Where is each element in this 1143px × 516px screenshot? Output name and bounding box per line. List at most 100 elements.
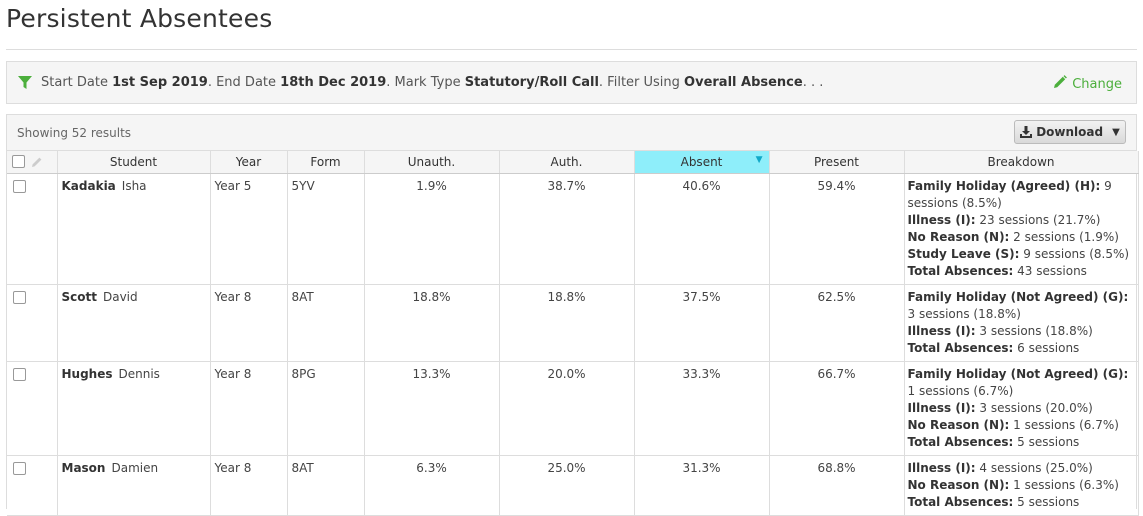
student-forename: Damien xyxy=(111,460,159,475)
form-cell: 8AT xyxy=(287,284,365,362)
unauth-cell: 6.3% xyxy=(364,455,500,516)
unauth-cell: 18.8% xyxy=(364,284,500,362)
breakdown-line: No Reason (N): 1 sessions (6.3%) xyxy=(908,477,1134,494)
unauth-cell: 13.3% xyxy=(364,361,500,456)
select-column-header xyxy=(7,151,58,174)
column-header-present[interactable]: Present xyxy=(769,151,905,174)
absent-cell: 33.3% xyxy=(634,361,770,456)
filter-description: Start Date 1st Sep 2019. End Date 18th D… xyxy=(41,75,823,90)
student-cell[interactable]: Mason Damien xyxy=(57,455,211,516)
select-all-checkbox[interactable] xyxy=(12,155,25,169)
page-title: Persistent Absentees xyxy=(6,4,273,33)
change-label: Change xyxy=(1072,76,1122,92)
breakdown-line: Illness (I): 23 sessions (21.7%) xyxy=(908,212,1134,229)
breakdown-label: Illness (I): xyxy=(907,460,976,475)
row-checkbox[interactable] xyxy=(13,367,26,381)
row-checkbox[interactable] xyxy=(13,179,26,193)
change-filter-link[interactable]: Change xyxy=(1053,75,1122,93)
end-date-value: 18th Dec 2019 xyxy=(280,75,387,90)
start-date-value: 1st Sep 2019 xyxy=(112,75,208,90)
breakdown-value: 9 sessions (8.5%) xyxy=(1019,246,1130,261)
breakdown-label: Family Holiday (Not Agreed) (G): xyxy=(907,366,1129,381)
breakdown-label: Illness (I): xyxy=(907,212,976,227)
table-row[interactable]: Kadakia Isha Year 5 5YV 1.9% 38.7% 40.6% 59.4% F… xyxy=(7,173,1139,285)
present-cell: 59.4% xyxy=(769,173,905,285)
breakdown-value: 6 sessions xyxy=(1013,340,1080,355)
column-header-absent[interactable]: Absent ▼ xyxy=(634,151,770,174)
breakdown-label: Total Absences: xyxy=(907,494,1014,509)
breakdown-label: Illness (I): xyxy=(907,400,976,415)
chevron-down-icon: ▼ xyxy=(1112,126,1120,138)
breakdown-value: 43 sessions xyxy=(1013,263,1087,278)
table-row[interactable]: Mason Damien Year 8 8AT 6.3% 25.0% 31.3% 68.8% I… xyxy=(7,455,1139,516)
breakdown-line: Illness (I): 4 sessions (25.0%) xyxy=(908,460,1134,477)
title-divider xyxy=(6,49,1137,50)
form-cell: 8PG xyxy=(287,361,365,456)
row-select-cell xyxy=(7,361,58,456)
column-header-student[interactable]: Student xyxy=(57,151,211,174)
student-forename: Dennis xyxy=(118,366,160,381)
auth-cell: 18.8% xyxy=(499,284,635,362)
results-count: Showing 52 results xyxy=(17,126,132,140)
filter-using-value: Overall Absence xyxy=(684,75,803,90)
breakdown-label: No Reason (N): xyxy=(907,477,1010,492)
column-header-year[interactable]: Year xyxy=(210,151,288,174)
student-surname: Kadakia xyxy=(61,178,116,193)
column-header-breakdown[interactable]: Breakdown xyxy=(904,151,1139,174)
breakdown-label: No Reason (N): xyxy=(907,417,1010,432)
year-cell: Year 8 xyxy=(210,455,288,516)
results-header: Showing 52 results Download ▼ xyxy=(7,115,1136,151)
breakdown-cell: Illness (I): 4 sessions (25.0%) No Reason… xyxy=(904,455,1139,516)
breakdown-value: 2 sessions (1.9%) xyxy=(1009,229,1119,244)
absent-cell: 37.5% xyxy=(634,284,770,362)
student-cell[interactable]: Hughes Dennis xyxy=(57,361,211,456)
column-header-form[interactable]: Form xyxy=(287,151,365,174)
download-button[interactable]: Download ▼ xyxy=(1014,120,1126,144)
filter-summary-bar: Start Date 1st Sep 2019. End Date 18th D… xyxy=(6,61,1137,104)
column-header-unauth[interactable]: Unauth. xyxy=(364,151,500,174)
breakdown-label: Total Absences: xyxy=(907,434,1014,449)
row-select-cell xyxy=(7,284,58,362)
breakdown-line: Family Holiday (Not Agreed) (G): 1 sessi… xyxy=(908,366,1134,400)
present-cell: 68.8% xyxy=(769,455,905,516)
edit-icon[interactable] xyxy=(31,156,43,168)
column-header-auth[interactable]: Auth. xyxy=(499,151,635,174)
row-checkbox[interactable] xyxy=(13,290,26,304)
breakdown-value: 9 sessions (8.5%) xyxy=(907,178,1112,210)
student-cell[interactable]: Kadakia Isha xyxy=(57,173,211,285)
download-icon xyxy=(1020,126,1033,138)
absentees-table: Student Year Form Unauth. Auth. Absent ▼… xyxy=(7,151,1139,516)
year-cell: Year 8 xyxy=(210,284,288,362)
breakdown-value: 4 sessions (25.0%) xyxy=(975,460,1093,475)
end-date-label: . End Date xyxy=(207,75,277,90)
breakdown-value: 5 sessions xyxy=(1013,434,1080,449)
table-row[interactable]: Scott David Year 8 8AT 18.8% 18.8% 37.5% 62.5% F… xyxy=(7,284,1139,362)
pencil-icon xyxy=(1053,75,1072,93)
column-header-absent-label: Absent xyxy=(680,154,723,169)
breakdown-label: Study Leave (S): xyxy=(907,246,1020,261)
breakdown-line: Illness (I): 3 sessions (20.0%) xyxy=(908,400,1134,417)
breakdown-cell: Family Holiday (Not Agreed) (G): 1 sessi… xyxy=(904,361,1139,456)
breakdown-value: 1 sessions (6.7%) xyxy=(1009,417,1119,432)
auth-cell: 20.0% xyxy=(499,361,635,456)
breakdown-value: 3 sessions (18.8%) xyxy=(975,323,1093,338)
year-cell: Year 5 xyxy=(210,173,288,285)
breakdown-line: Family Holiday (Agreed) (H): 9 sessions … xyxy=(908,178,1134,212)
filter-icon xyxy=(18,75,32,90)
auth-cell: 25.0% xyxy=(499,455,635,516)
breakdown-cell: Family Holiday (Not Agreed) (G): 3 sessi… xyxy=(904,284,1139,362)
row-checkbox[interactable] xyxy=(13,461,26,475)
breakdown-value: 1 sessions (6.3%) xyxy=(1009,477,1119,492)
breakdown-label: Total Absences: xyxy=(907,263,1014,278)
student-forename: David xyxy=(102,289,138,304)
breakdown-line: Family Holiday (Not Agreed) (G): 3 sessi… xyxy=(908,289,1134,323)
breakdown-value: 1 sessions (6.7%) xyxy=(907,383,1014,398)
breakdown-label: Total Absences: xyxy=(907,340,1014,355)
student-cell[interactable]: Scott David xyxy=(57,284,211,362)
table-row[interactable]: Hughes Dennis Year 8 8PG 13.3% 20.0% 33.3% 66.7… xyxy=(7,361,1139,456)
student-surname: Mason xyxy=(61,460,106,475)
student-surname: Scott xyxy=(61,289,97,304)
absent-cell: 31.3% xyxy=(634,455,770,516)
download-label: Download xyxy=(1036,125,1104,139)
present-cell: 62.5% xyxy=(769,284,905,362)
